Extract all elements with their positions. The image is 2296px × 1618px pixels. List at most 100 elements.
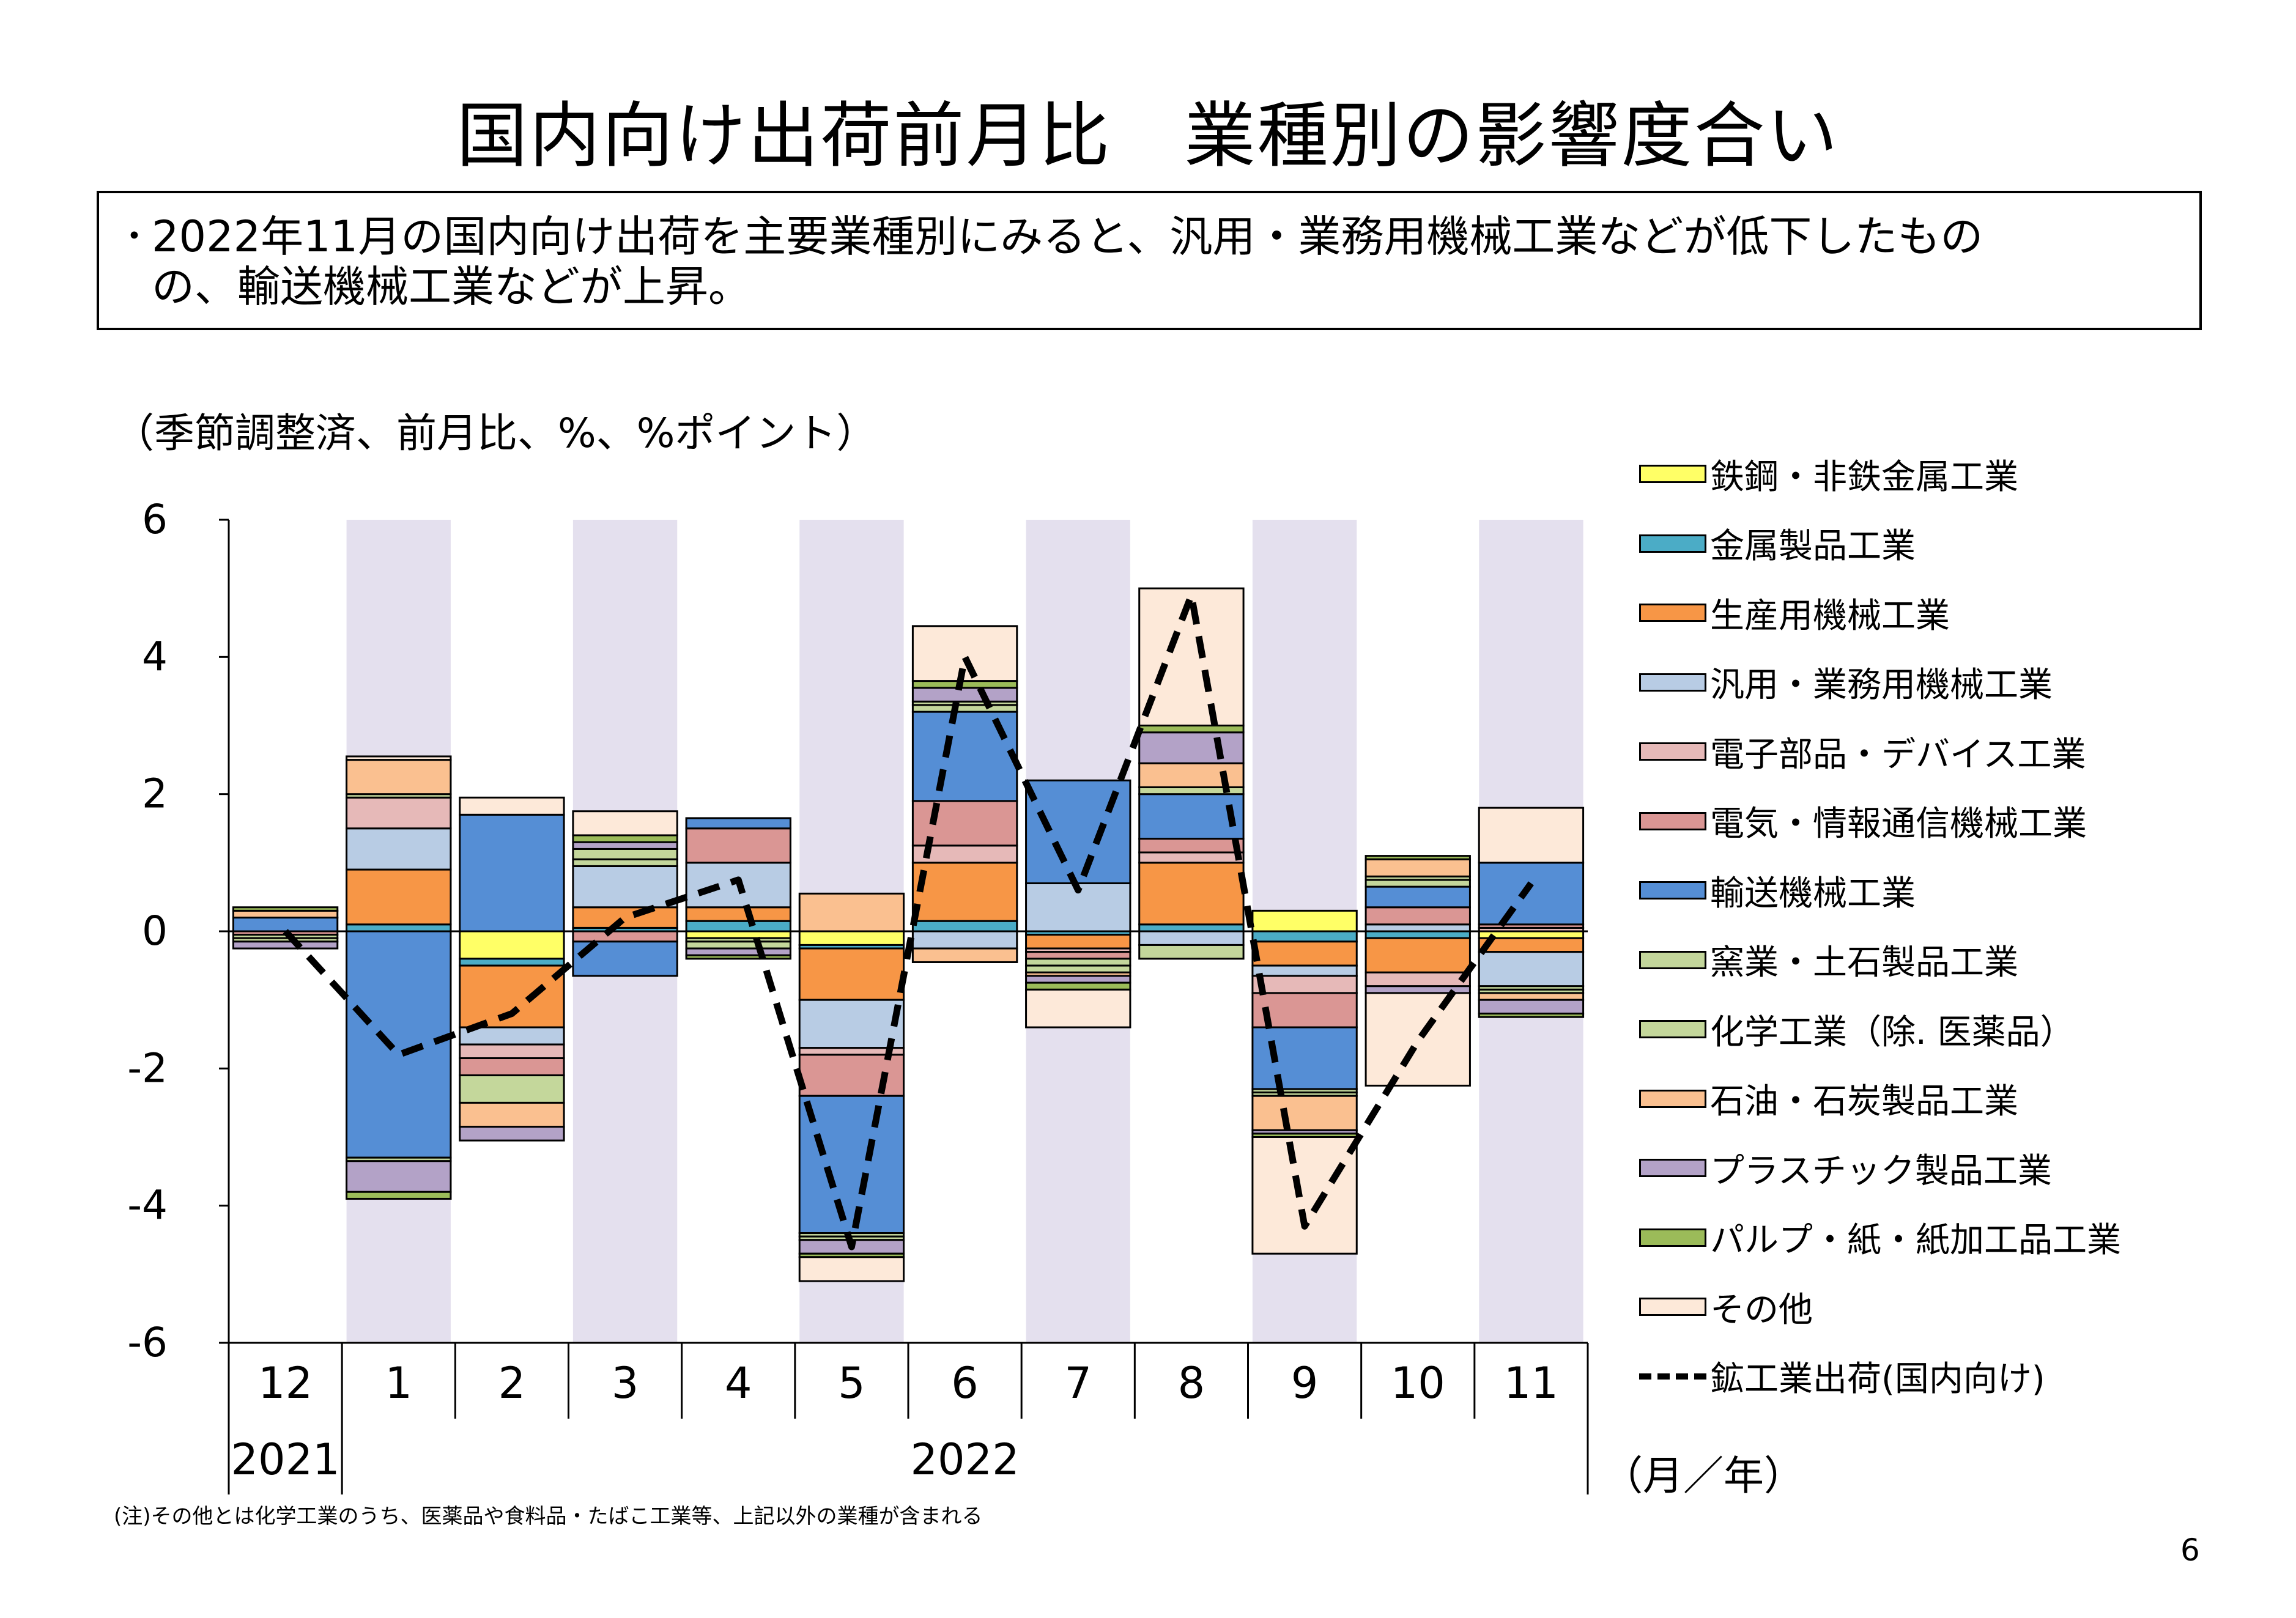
x-tick-label: 6 <box>951 1358 979 1408</box>
legend-swatch <box>1639 742 1706 761</box>
bar-segment <box>459 1043 565 1060</box>
y-tick-label: -6 <box>127 1319 168 1366</box>
legend-label: パルプ・紙・紙加工品工業 <box>1710 1221 2121 1260</box>
bar-segment <box>911 687 1018 703</box>
legend-item: その他 <box>1639 1285 1813 1330</box>
bar-segment <box>459 1101 565 1128</box>
bar-segment <box>572 834 678 843</box>
bar-segment <box>685 920 791 933</box>
x-tick-label: 7 <box>1064 1358 1092 1408</box>
bar-segment <box>1478 951 1585 988</box>
legend-label: プラスチック製品工業 <box>1710 1151 2052 1191</box>
bar-segment <box>572 906 678 929</box>
bar-segment <box>685 940 791 950</box>
bar-segment <box>1251 1026 1358 1090</box>
bar-segment <box>1025 958 1131 967</box>
bullet-mark: ･ <box>124 212 145 262</box>
shipment-line <box>283 591 1534 1250</box>
bar-segment <box>1365 879 1471 888</box>
bar-segment <box>1138 923 1245 933</box>
bar-segment <box>232 917 339 933</box>
page-number: 6 <box>2180 1532 2200 1568</box>
bar-segment <box>1478 807 1585 864</box>
legend-label: 石油・石炭製品工業 <box>1710 1082 2018 1121</box>
legend-item: 窯業・土石製品工業 <box>1639 939 2018 983</box>
bar-segment <box>1025 951 1131 960</box>
line-series <box>283 591 1534 1250</box>
footnote: (注)その他とは化学工業のうち、医薬品や食料品・たばこ工業等、上記以外の業種が含… <box>114 1504 983 1529</box>
bar-segment <box>1138 930 1245 946</box>
x-tick-label: 12 <box>258 1358 313 1408</box>
x-tick-label: 10 <box>1391 1358 1445 1408</box>
bar-segment <box>232 940 339 950</box>
page-title: 国内向け出荷前月比 業種別の影響度合い <box>456 95 1840 177</box>
bar-segment <box>1365 858 1471 877</box>
bar-segment <box>1025 981 1131 991</box>
bar-segment <box>1365 855 1471 860</box>
x-tick-label: 3 <box>612 1358 639 1408</box>
bar-segment <box>1138 838 1245 854</box>
bar-segment <box>459 958 565 967</box>
bar-segment <box>1478 992 1585 1001</box>
bar-segment <box>911 704 1018 713</box>
bar-segment <box>685 827 791 864</box>
bar-segment <box>1138 793 1245 840</box>
legend-swatch <box>1639 1159 1706 1177</box>
x-tick-label: 5 <box>838 1358 865 1408</box>
legend-label: 電子部品・デバイス工業 <box>1710 734 2086 775</box>
axes <box>219 519 1589 1494</box>
year-label: 2021 <box>231 1435 340 1485</box>
bar-segment <box>346 930 452 1159</box>
legend-label: その他 <box>1710 1290 1813 1330</box>
summary-text-2: の、輸送機械工業などが上昇。 <box>152 262 751 312</box>
legend-label: 生産用機械工業 <box>1710 596 1950 636</box>
bar-segment <box>1251 909 1358 933</box>
legend-item: 鉄鋼・非鉄金属工業 <box>1639 453 2018 497</box>
bar-segment <box>346 755 452 761</box>
bar-segment <box>911 947 1018 963</box>
x-tick-label: 9 <box>1291 1358 1319 1408</box>
axis-unit-label: （月／年） <box>1602 1452 1804 1499</box>
bar-segment <box>1365 971 1471 988</box>
legend-label: 汎用・業務用機械工業 <box>1710 665 2053 705</box>
legend-item: 電子部品・デバイス工業 <box>1639 730 2086 775</box>
legend-item-line: 鉱工業出荷(国内向け) <box>1639 1355 2045 1399</box>
bar-segment <box>346 868 452 926</box>
legend-label: 窯業・土石製品工業 <box>1710 943 2018 983</box>
bar-segment <box>572 865 678 909</box>
bar-segment <box>232 909 339 919</box>
bar-segment <box>459 1074 565 1104</box>
bar-segment <box>346 759 452 796</box>
legend-swatch <box>1639 1228 1706 1247</box>
legend-swatch <box>1639 1089 1706 1108</box>
legend-item: 化学工業（除. 医薬品） <box>1639 1008 2075 1052</box>
bar-segment <box>1365 992 1471 1087</box>
bar-segment <box>1365 937 1471 973</box>
bar-segment <box>459 796 565 816</box>
bar-segment <box>1138 862 1245 926</box>
bar-segment <box>685 947 791 956</box>
bar-segment <box>798 892 905 933</box>
bar-segment <box>798 1256 905 1282</box>
x-tick-label: 1 <box>385 1358 412 1408</box>
legend-item: パルプ・紙・紙加工品工業 <box>1639 1216 2121 1260</box>
bar-segment <box>1478 937 1585 953</box>
legend-swatch <box>1639 881 1706 900</box>
y-tick-label: 0 <box>142 907 168 955</box>
bar-segment <box>572 858 678 867</box>
x-tick-label: 11 <box>1504 1358 1558 1408</box>
bar-segment <box>572 848 678 860</box>
y-tick-label: 2 <box>142 770 168 818</box>
bar-segment <box>232 906 339 912</box>
bar-segment <box>685 817 791 830</box>
bar-segment <box>1138 725 1245 734</box>
bar-segment <box>911 930 1018 950</box>
bar-segment <box>685 954 791 960</box>
bar-segment <box>798 947 905 1001</box>
bar-segment <box>459 964 565 1029</box>
legend-item: 生産用機械工業 <box>1639 591 1950 636</box>
bar-segment <box>1478 1013 1585 1018</box>
legend-swatch <box>1639 1020 1706 1038</box>
bar-segment <box>911 920 1018 933</box>
